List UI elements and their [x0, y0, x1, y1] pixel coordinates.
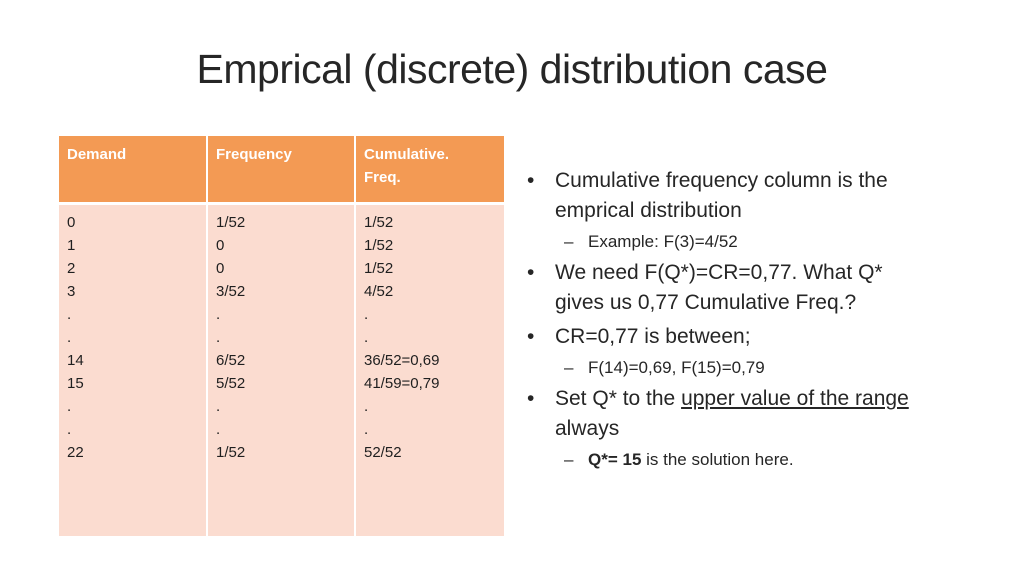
bullet-item: • Cumulative frequency column is the emp…	[524, 166, 924, 226]
solution-bold-text: Q*= 15	[588, 450, 642, 469]
frequency-value: .	[216, 398, 221, 415]
frequency-value: 5/52	[216, 375, 246, 392]
bullet-dot-icon: •	[527, 169, 535, 192]
header-cumulative-label-line1: Cumulative.	[364, 146, 450, 163]
demand-value: 15	[67, 375, 84, 392]
dash-icon: –	[564, 232, 574, 251]
header-demand-label: Demand	[67, 146, 127, 163]
cumulative-value: .	[364, 306, 369, 323]
cumulative-value: 4/52	[364, 283, 394, 300]
bullet-dot-icon: •	[527, 261, 535, 284]
demand-value: 1	[67, 237, 76, 254]
header-demand: Demand	[59, 136, 208, 205]
cumulative-value: .	[364, 329, 369, 346]
header-cumulative: Cumulative. Freq.	[355, 136, 504, 205]
sub-bullet-item: – Example: F(3)=4/52	[524, 230, 924, 254]
dash-icon: –	[564, 450, 574, 469]
demand-value: .	[67, 421, 72, 438]
cumulative-value: 52/52	[364, 444, 402, 461]
bullet-item: • We need F(Q*)=CR=0,77. What Q* gives u…	[524, 258, 924, 318]
demand-value: .	[67, 329, 72, 346]
sub-bullet-item: – Q*= 15 is the solution here.	[524, 448, 924, 472]
demand-column: 0 1 2 3 . . 14 15 . . 22	[59, 203, 208, 536]
bullet-text-pre: Set Q* to the	[555, 387, 682, 410]
bullet-text: Cumulative frequency column is the empri…	[555, 169, 888, 222]
solution-rest-text: is the solution here.	[641, 450, 794, 469]
frequency-value: .	[216, 329, 221, 346]
header-frequency-label: Frequency	[216, 146, 292, 163]
bullet-text: CR=0,77 is between;	[555, 325, 751, 348]
demand-value: 0	[67, 214, 76, 231]
header-cumulative-label-line2: Freq.	[364, 169, 401, 186]
frequency-value: 1/52	[216, 214, 246, 231]
frequency-value: 3/52	[216, 283, 246, 300]
cumulative-value: 1/52	[364, 260, 394, 277]
distribution-table: Demand Frequency Cumulative. Freq. 0 1 2…	[59, 136, 504, 536]
table-body-row: 0 1 2 3 . . 14 15 . . 22 1/52 0 0 3/52 .…	[59, 203, 504, 536]
cumulative-column: 1/52 1/52 1/52 4/52 . . 36/52=0,69 41/59…	[355, 203, 504, 536]
frequency-value: 0	[216, 237, 225, 254]
cumulative-value: 36/52=0,69	[364, 352, 440, 369]
demand-value: 14	[67, 352, 84, 369]
cumulative-value: 1/52	[364, 214, 394, 231]
demand-value: .	[67, 398, 72, 415]
bullet-item: • CR=0,77 is between;	[524, 322, 924, 352]
bullet-list: • Cumulative frequency column is the emp…	[524, 166, 924, 476]
frequency-value: .	[216, 421, 221, 438]
cumulative-value: 41/59=0,79	[364, 375, 440, 392]
frequency-value: 6/52	[216, 352, 246, 369]
bullet-text: We need F(Q*)=CR=0,77. What Q* gives us …	[555, 261, 883, 314]
bullet-dot-icon: •	[527, 325, 535, 348]
sub-bullet-text: Example: F(3)=4/52	[588, 232, 738, 251]
header-frequency: Frequency	[207, 136, 356, 205]
frequency-value: .	[216, 306, 221, 323]
dash-icon: –	[564, 358, 574, 377]
cumulative-value: .	[364, 398, 369, 415]
frequency-column: 1/52 0 0 3/52 . . 6/52 5/52 . . 1/52	[207, 203, 356, 536]
demand-value: 22	[67, 444, 84, 461]
frequency-value: 1/52	[216, 444, 246, 461]
frequency-value: 0	[216, 260, 225, 277]
bullet-item: • Set Q* to the upper value of the range…	[524, 384, 924, 444]
cumulative-value: 1/52	[364, 237, 394, 254]
sub-bullet-text: F(14)=0,69, F(15)=0,79	[588, 358, 765, 377]
sub-bullet-item: – F(14)=0,69, F(15)=0,79	[524, 356, 924, 380]
demand-value: 2	[67, 260, 76, 277]
bullet-text-underlined: upper value of the range	[681, 387, 909, 410]
slide-title: Emprical (discrete) distribution case	[196, 46, 828, 92]
cumulative-value: .	[364, 421, 369, 438]
bullet-dot-icon: •	[527, 387, 535, 410]
demand-value: 3	[67, 283, 76, 300]
demand-value: .	[67, 306, 72, 323]
bullet-text-post: always	[555, 417, 620, 440]
table-header-row: Demand Frequency Cumulative. Freq.	[59, 136, 504, 205]
